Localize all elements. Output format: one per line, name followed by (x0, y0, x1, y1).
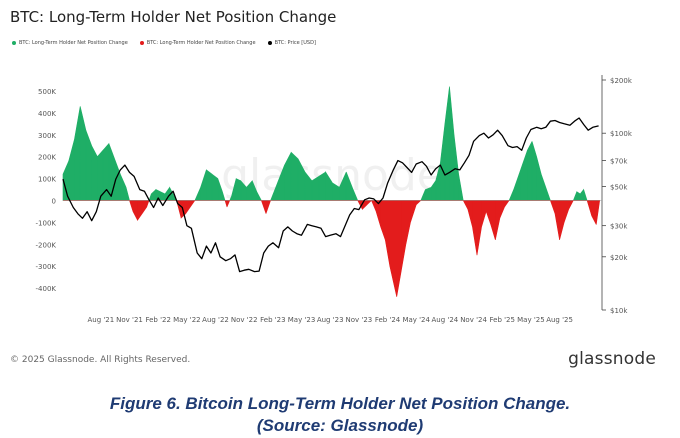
x-tick-label: Aug '23 (317, 316, 344, 324)
x-tick-label: Feb '22 (145, 316, 170, 324)
y-tick-label-left: 400K (38, 110, 56, 118)
chart-area: glassnode 500K 400K 300K 200K 100K 0 -100K -200K… (0, 60, 680, 340)
x-tick-label: Aug '25 (546, 316, 573, 324)
legend-item-positive[interactable]: BTC: Long-Term Holder Net Position Chang… (12, 40, 128, 46)
copyright-text: © 2025 Glassnode. All Rights Reserved. (10, 355, 191, 365)
x-tick-label: Aug '21 (87, 316, 114, 324)
x-tick-label: May '22 (173, 316, 201, 324)
chart-title: BTC: Long-Term Holder Net Position Chang… (10, 8, 337, 26)
x-tick-label: May '24 (402, 316, 430, 324)
y-tick-label-right: $10k (610, 307, 628, 315)
chart-legend: BTC: Long-Term Holder Net Position Chang… (12, 40, 316, 46)
legend-dot-price (267, 41, 272, 45)
x-tick-label: Nov '22 (231, 316, 258, 324)
x-tick-label: Aug '22 (202, 316, 229, 324)
figure-caption: Figure 6. Bitcoin Long-Term Holder Net P… (109, 394, 571, 413)
y-tick-label-left: -300K (36, 263, 57, 271)
x-tick-label: May '23 (288, 316, 316, 324)
y-tick-label-left: -100K (36, 219, 57, 227)
y-tick-label-left: -400K (36, 285, 57, 293)
y-tick-label-left: -200K (36, 241, 57, 249)
y-tick-label-right: $100k (610, 130, 633, 138)
legend-item-price[interactable]: BTC: Price [USD] (267, 40, 316, 46)
x-tick-label: Aug '24 (432, 316, 459, 324)
y-tick-label-left: 300K (38, 132, 56, 140)
y-tick-label-right: $50k (610, 183, 628, 191)
area-negative-net-position (63, 200, 601, 297)
x-tick-label: Nov '24 (460, 316, 487, 324)
figure-source: (Source: Glassnode) (256, 416, 424, 435)
y-tick-label-right: $30k (610, 223, 628, 231)
y-tick-label-left: 0 (52, 197, 56, 205)
y-tick-label-right: $70k (610, 158, 628, 166)
legend-dot-positive (12, 41, 16, 45)
legend-label-price: BTC: Price [USD] (274, 40, 316, 46)
chart-svg: glassnode500K400K300K200K100K0-100K-200K… (36, 75, 633, 324)
brand-logo: glassnode (568, 349, 656, 369)
y-tick-label-left: 200K (38, 154, 56, 162)
y-tick-label-right: $20k (610, 254, 628, 262)
legend-label-positive: BTC: Long-Term Holder Net Position Chang… (19, 40, 128, 46)
y-tick-label-left: 500K (38, 88, 56, 96)
x-tick-label: Feb '23 (260, 316, 285, 324)
y-tick-label-right: $200k (610, 77, 633, 85)
y-tick-label-left: 100K (38, 176, 56, 184)
x-tick-label: Feb '24 (375, 316, 401, 324)
price-line (62, 117, 599, 273)
legend-label-negative: BTC: Long-Term Holder Net Position Chang… (146, 40, 256, 46)
x-tick-label: Feb '25 (490, 316, 515, 324)
x-tick-label: May '25 (517, 316, 545, 324)
x-tick-label: Nov '23 (346, 316, 373, 324)
legend-dot-negative (139, 41, 144, 45)
area-positive-net-position (62, 86, 600, 201)
x-tick-label: Nov '21 (116, 316, 143, 324)
legend-item-negative[interactable]: BTC: Long-Term Holder Net Position Chang… (139, 40, 256, 46)
